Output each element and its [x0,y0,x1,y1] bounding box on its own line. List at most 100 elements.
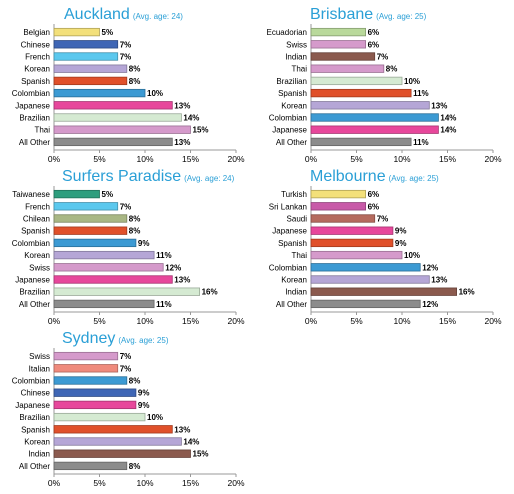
data-label: 12% [165,263,181,272]
data-label: 6% [368,190,380,199]
category-label: Swiss [29,263,50,272]
category-label: Korean [281,276,307,285]
bar [53,40,119,49]
category-label: Swiss [286,40,307,49]
bar [53,226,128,235]
data-label: 8% [129,462,141,471]
x-tick-label: 20% [227,316,244,326]
category-label: Colombian [12,89,50,98]
chart-title-text: Melbourne [310,168,386,185]
category-label: Indian [285,53,307,62]
chart-subtitle-text: (Avg. age: 25) [376,12,427,21]
chart-subtitle-text: (Avg. age: 25) [388,174,439,183]
data-label: 9% [138,389,150,398]
category-label: Chinese [21,40,51,49]
chart-subtitle-text: (Avg. age: 25) [118,336,169,345]
bar [310,101,430,110]
chart-panel-sydney: Sydney (Avg. age: 25) 0% 5% 10% 15% 20% Swiss 7… [0,324,257,489]
category-label: Saudi [287,215,308,224]
category-label: Sri Lankan [269,202,307,211]
x-tick-label: 10% [136,316,153,326]
chart-panel-melbourne: Melbourne (Avg. age: 25) 0% 5% 10% 15% 20% Tur… [257,162,514,327]
data-label: 8% [129,377,141,386]
chart-title: Sydney (Avg. age: 25) [62,330,168,348]
bar [310,40,366,49]
category-label: Brazilian [19,413,50,422]
bar [53,202,119,211]
x-tick-label: 10% [136,154,153,164]
data-label: 7% [377,53,389,62]
bar [53,351,119,361]
category-label: Turkish [281,190,307,199]
x-tick-label: 5% [350,316,363,326]
category-label: Korean [24,65,50,74]
category-label: Colombian [12,377,50,386]
category-label: Swiss [29,352,50,361]
data-label: 14% [440,126,456,135]
category-label: Indian [28,450,50,459]
bar [53,364,119,373]
category-label: Colombian [12,239,50,248]
category-label: French [25,53,50,62]
data-label: 10% [404,77,420,86]
bar [310,76,403,86]
x-tick-label: 0% [48,316,61,326]
data-label: 10% [147,89,163,98]
x-tick-label: 10% [393,154,410,164]
category-label: Thai [291,65,307,74]
chart-subtitle-text: (Avg. age: 24) [132,12,183,21]
data-label: 14% [183,438,199,447]
data-label: 14% [440,114,456,123]
data-label: 13% [431,101,447,110]
category-label: Colombian [269,263,307,272]
bar [310,64,385,73]
data-label: 13% [174,101,190,110]
x-tick-label: 5% [93,478,106,488]
data-label: 8% [386,65,398,74]
bar [310,189,366,199]
x-tick-label: 5% [93,316,106,326]
x-tick-label: 0% [48,478,61,488]
bar [53,238,137,248]
x-tick-label: 15% [439,154,456,164]
x-tick-label: 0% [48,154,61,164]
category-label: All Other [276,138,307,147]
data-label: 9% [395,227,407,236]
category-label: Spanish [21,425,50,434]
data-label: 13% [174,425,190,434]
x-tick-label: 20% [484,154,501,164]
chart-panel-brisbane: Brisbane (Avg. age: 25) 0% 5% 10% 15% 20% Ecua… [257,0,514,165]
bar-chart-auckland: 0% 5% 10% 15% 20% Belgian 5% Chinese 7% French 7% K… [12,24,245,164]
category-label: Japanese [272,227,307,236]
bar [53,275,173,284]
bar [53,189,100,199]
bar [310,27,366,37]
data-label: 14% [183,114,199,123]
bar [53,88,146,98]
bar [53,400,137,410]
category-label: Japanese [15,101,50,110]
bar [310,275,430,284]
category-label: Japanese [15,401,50,410]
category-label: Brazilian [276,77,307,86]
bar [310,226,394,235]
category-label: Spanish [278,239,307,248]
category-label: Thai [34,126,50,135]
chart-title-text: Auckland [64,6,130,23]
bar [53,113,182,122]
data-label: 9% [395,239,407,248]
bar-chart-melbourne: 0% 5% 10% 15% 20% Turkish 6% Sri Lankan 6% Saudi 7… [269,186,502,326]
bar [53,101,173,110]
data-label: 13% [431,276,447,285]
x-tick-label: 20% [484,316,501,326]
category-label: Belgian [23,28,50,37]
data-label: 15% [193,126,209,135]
data-label: 8% [129,77,141,86]
x-tick-label: 10% [393,316,410,326]
bar-chart-surfers-paradise: 0% 5% 10% 15% 20% Taiwanese 5% French 7% Chilean 8… [12,186,245,326]
data-label: 6% [368,28,380,37]
bar-chart-sydney: 0% 5% 10% 15% 20% Swiss 7% Italian 7% Colombian 8%… [12,348,245,488]
data-label: 15% [193,450,209,459]
category-label: Ecuadorian [267,28,307,37]
bar [310,299,421,309]
